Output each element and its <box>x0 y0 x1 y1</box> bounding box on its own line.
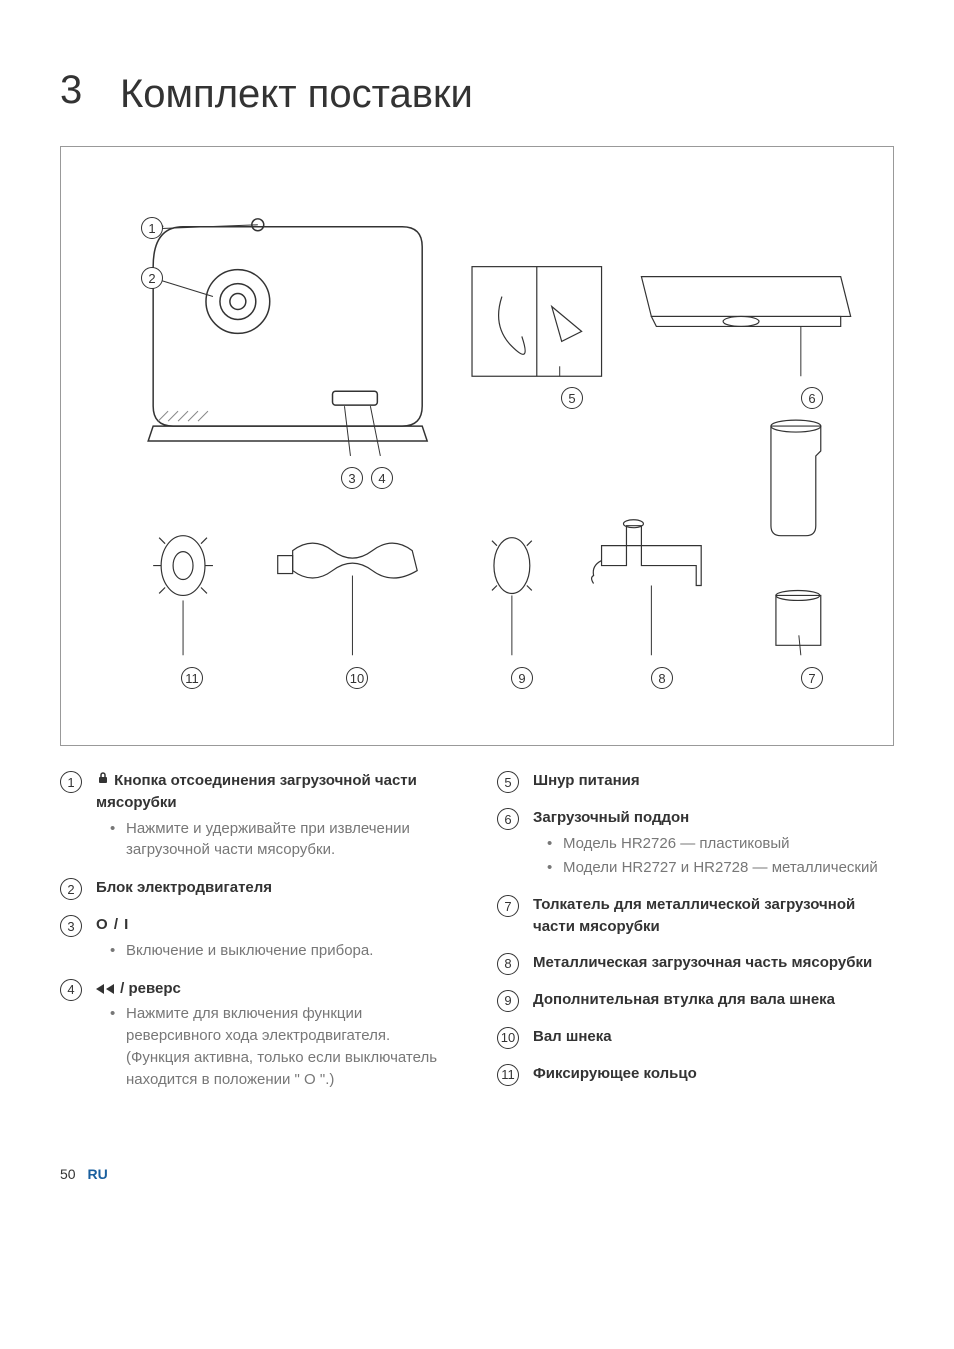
list-item-sublist: Нажмите и удерживайте при извлечении заг… <box>96 818 457 862</box>
list-item-body: Блок электродвигателя <box>96 877 457 899</box>
list-item-sub: Модели HR2727 и HR2728 — металлический <box>547 857 894 879</box>
list-item: 4 / реверс Нажмите для включения функции … <box>60 978 457 1093</box>
diagram-callout-6: 6 <box>801 387 823 409</box>
list-item-title: Вал шнека <box>533 1026 894 1048</box>
diagram-callout-5: 5 <box>561 387 583 409</box>
list-item-title: Шнур питания <box>533 770 894 792</box>
list-item-body: Толкатель для металлической загрузочной … <box>533 894 894 938</box>
list-item-number: 4 <box>60 979 82 1001</box>
list-item-number: 7 <box>497 895 519 917</box>
list-item-number: 2 <box>60 878 82 900</box>
section-header: 3 Комплект поставки <box>60 70 894 118</box>
parts-list: 1 Кнопка отсоединения загрузочной части … <box>60 770 894 1106</box>
section-number: 3 <box>60 70 120 110</box>
list-item-title: / реверс <box>96 978 457 1000</box>
list-item-title: Толкатель для металлической загрузочной … <box>533 894 894 938</box>
list-item-number: 11 <box>497 1064 519 1086</box>
list-item-number: 3 <box>60 915 82 937</box>
list-item-body: Фиксирующее кольцо <box>533 1063 894 1085</box>
diagram-callout-11: 11 <box>181 667 203 689</box>
list-item: 1 Кнопка отсоединения загрузочной части … <box>60 770 457 863</box>
list-item: 5 Шнур питания <box>497 770 894 793</box>
list-item-body: O / I Включение и выключение прибора. <box>96 914 457 964</box>
list-item-number: 9 <box>497 990 519 1012</box>
list-item-title: Загрузочный поддон <box>533 807 894 829</box>
list-item: 2 Блок электродвигателя <box>60 877 457 900</box>
list-item-sub: Нажмите и удерживайте при извлечении заг… <box>110 818 457 862</box>
list-item-number: 1 <box>60 771 82 793</box>
list-item-number: 10 <box>497 1027 519 1049</box>
list-item-body: Металлическая загрузочная часть мясорубк… <box>533 952 894 974</box>
parts-list-left: 1 Кнопка отсоединения загрузочной части … <box>60 770 457 1106</box>
parts-list-right: 5 Шнур питания 6 Загрузочный поддон Модель H… <box>497 770 894 1106</box>
diagram-callout-3: 3 <box>341 467 363 489</box>
list-item-sublist: Нажмите для включения функции реверсивно… <box>96 1003 457 1090</box>
list-item-title: Фиксирующее кольцо <box>533 1063 894 1085</box>
list-item-body: Шнур питания <box>533 770 894 792</box>
list-item-sublist: Модель HR2726 — пластиковыйМодели HR2727… <box>533 833 894 879</box>
list-item-title: O / I <box>96 914 457 936</box>
list-item-body: / реверс Нажмите для включения функции ре… <box>96 978 457 1093</box>
list-item-body: Кнопка отсоединения загрузочной части мя… <box>96 770 457 863</box>
diagram-callout-4: 4 <box>371 467 393 489</box>
list-item-number: 5 <box>497 771 519 793</box>
list-item-number: 8 <box>497 953 519 975</box>
list-item: 10 Вал шнека <box>497 1026 894 1049</box>
list-item-sublist: Включение и выключение прибора. <box>96 940 457 962</box>
list-item: 3 O / I Включение и выключение прибора. <box>60 914 457 964</box>
list-item-title: Кнопка отсоединения загрузочной части мя… <box>96 770 457 814</box>
list-item-sub: Модель HR2726 — пластиковый <box>547 833 894 855</box>
diagram-callout-8: 8 <box>651 667 673 689</box>
list-item-title: Блок электродвигателя <box>96 877 457 899</box>
list-item-sub: Нажмите для включения функции реверсивно… <box>110 1003 457 1090</box>
diagram-callout-2: 2 <box>141 267 163 289</box>
parts-diagram: 1 2 34 5 6 7 8 9 10 11 <box>60 146 894 746</box>
diagram-svg <box>81 167 873 725</box>
list-item-body: Загрузочный поддон Модель HR2726 — пласти… <box>533 807 894 880</box>
list-item-number: 6 <box>497 808 519 830</box>
diagram-canvas: 1 2 34 5 6 7 8 9 10 11 <box>81 167 873 725</box>
list-item-body: Вал шнека <box>533 1026 894 1048</box>
list-item-sub: Включение и выключение прибора. <box>110 940 457 962</box>
list-item: 6 Загрузочный поддон Модель HR2726 — пласт… <box>497 807 894 880</box>
list-item: 11 Фиксирующее кольцо <box>497 1063 894 1086</box>
page-number: 50 <box>60 1166 76 1182</box>
list-item-title: Металлическая загрузочная часть мясорубк… <box>533 952 894 974</box>
diagram-callout-1: 1 <box>141 217 163 239</box>
diagram-callout-9: 9 <box>511 667 533 689</box>
page-footer: 50 RU <box>60 1166 894 1182</box>
list-item: 8 Металлическая загрузочная часть мясоруб… <box>497 952 894 975</box>
page-lang: RU <box>87 1166 107 1182</box>
list-item: 9 Дополнительная втулка для вала шнека <box>497 989 894 1012</box>
list-item-body: Дополнительная втулка для вала шнека <box>533 989 894 1011</box>
diagram-callout-7: 7 <box>801 667 823 689</box>
list-item: 7 Толкатель для металлической загрузочной… <box>497 894 894 938</box>
section-title: Комплект поставки <box>120 70 473 118</box>
list-item-title: Дополнительная втулка для вала шнека <box>533 989 894 1011</box>
diagram-callout-10: 10 <box>346 667 368 689</box>
